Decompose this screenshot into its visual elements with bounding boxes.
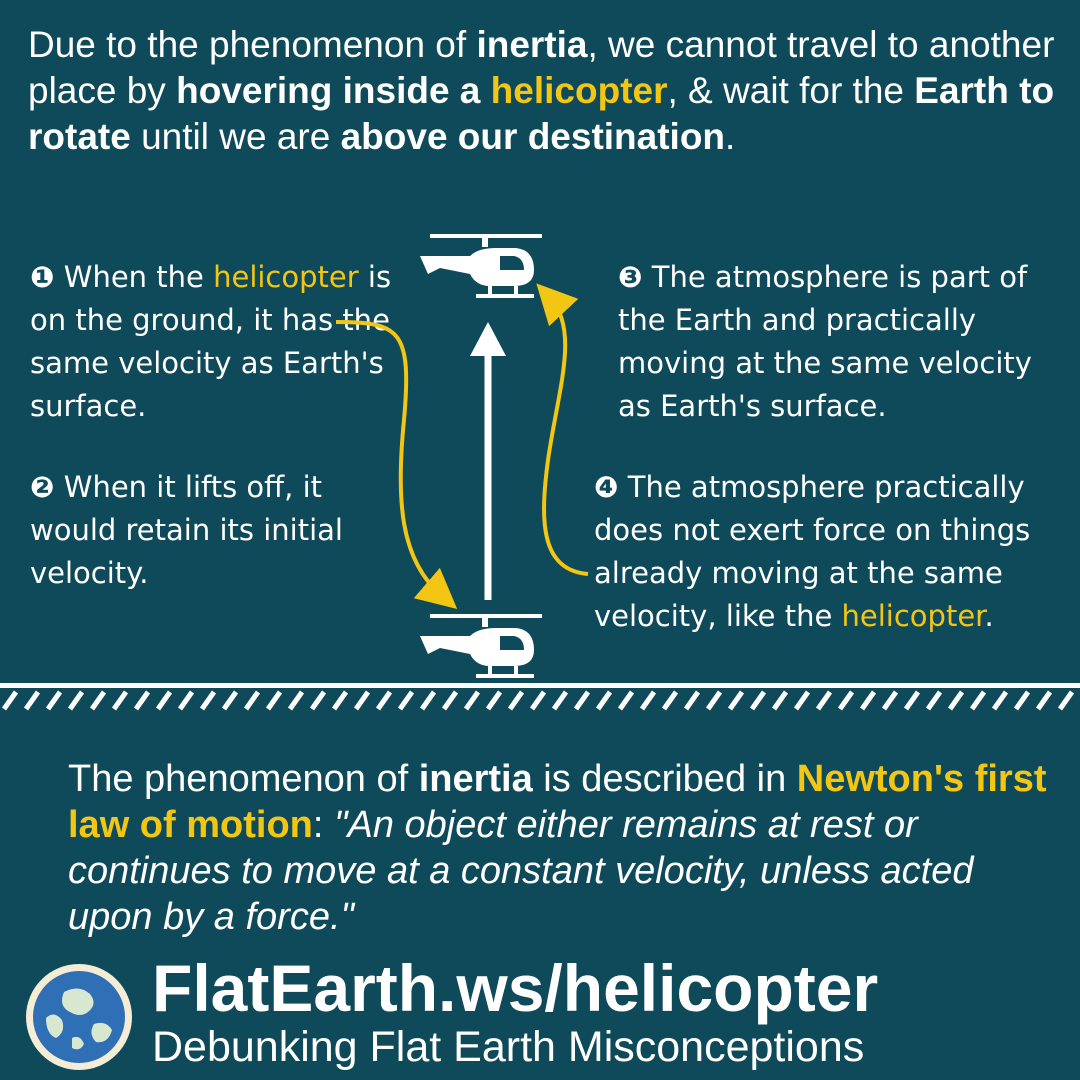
globe-icon [26, 964, 132, 1070]
note-number: ❸ [618, 260, 643, 294]
hatch-mark [177, 690, 195, 711]
note-highlight: helicopter [841, 599, 985, 633]
hatch-mark [749, 690, 767, 711]
hatch-mark [23, 690, 41, 711]
hatch-mark [881, 690, 899, 711]
hatch-mark [111, 690, 129, 711]
hatch-mark [903, 690, 921, 711]
note-3: ❸ The atmosphere is part of the Earth an… [618, 256, 1058, 428]
note-number: ❶ [30, 260, 55, 294]
site-url[interactable]: FlatEarth.ws/helicopter [152, 951, 879, 1025]
curved-arrow-icon-right [536, 283, 589, 576]
hatch-mark [309, 690, 327, 711]
hatch-mark [221, 690, 239, 711]
hatch-mark [595, 690, 613, 711]
hatch-mark [727, 690, 745, 711]
hatch-mark [287, 690, 305, 711]
note-number: ❹ [594, 470, 619, 504]
hatch-mark [837, 690, 855, 711]
helicopter-icon-bottom [420, 614, 542, 678]
hatch-mark [925, 690, 943, 711]
headline-text: . [725, 116, 736, 157]
quote-text: : [312, 804, 334, 846]
headline-earth-rotate: Earth to rotate [28, 70, 1055, 157]
hatch-mark [45, 690, 63, 711]
quote-newton-law: Newton's first law of motion [68, 758, 1047, 846]
hatch-mark [639, 690, 657, 711]
note-4: ❹ The atmosphere practically does not ex… [594, 466, 1070, 638]
ground-hatch [0, 683, 1080, 711]
hatch-mark [397, 690, 415, 711]
hatch-mark [551, 690, 569, 711]
hatch-mark [661, 690, 679, 711]
headline-helicopter: helicopter [490, 70, 668, 111]
up-arrow-icon [470, 322, 506, 356]
hatch-mark [199, 690, 217, 711]
hatch-mark [815, 690, 833, 711]
hatch-mark [155, 690, 173, 711]
hatch-mark [485, 690, 503, 711]
headline-text: until we are [130, 116, 341, 157]
note-text: . [984, 599, 994, 633]
hatch-mark [441, 690, 459, 711]
hatch-mark [89, 690, 107, 711]
hatch-mark [683, 690, 701, 711]
hatch-mark [1057, 690, 1075, 711]
note-1: ❶ When the helicopter is on the ground, … [30, 256, 420, 428]
hatch-mark [353, 690, 371, 711]
hatch-mark [265, 690, 283, 711]
note-text: The atmosphere is part of the Earth and … [618, 260, 1032, 423]
note-text: is on the ground, it has the same veloci… [30, 260, 392, 423]
quote-text: is described in [532, 758, 797, 800]
hatch-mark [969, 690, 987, 711]
hatch-mark [617, 690, 635, 711]
hatch-mark [463, 690, 481, 711]
newton-quote: The phenomenon of inertia is described i… [68, 756, 1048, 940]
hatch-mark [133, 690, 151, 711]
hatch-mark [1013, 690, 1031, 711]
tagline: Debunking Flat Earth Misconceptions [152, 1023, 865, 1071]
hatch-mark [947, 690, 965, 711]
note-text: The atmosphere practically does not exer… [594, 470, 1031, 633]
headline-text: , we cannot travel to another place by [28, 24, 1055, 111]
headline-text: Due to the phenomenon of [28, 24, 477, 65]
hatch-mark [331, 690, 349, 711]
hatch-mark [991, 690, 1009, 711]
headline-inertia: inertia [476, 24, 588, 65]
hatch-mark [243, 690, 261, 711]
note-2: ❷ When it lifts off, it would retain its… [30, 466, 380, 595]
note-highlight: helicopter [213, 260, 359, 294]
hatch-mark [375, 690, 393, 711]
hatch-mark [507, 690, 525, 711]
hatch-mark [419, 690, 437, 711]
hatch-mark [793, 690, 811, 711]
note-text: When it lifts off, it would retain its i… [30, 470, 343, 590]
headline: Due to the phenomenon of inertia, we can… [28, 22, 1068, 160]
hatch-mark [67, 690, 85, 711]
hatch-mark [771, 690, 789, 711]
helicopter-icon-top [420, 234, 542, 298]
headline-hovering: hovering inside a [176, 70, 491, 111]
quote-definition: "An object either remains at rest or con… [68, 804, 974, 938]
note-number: ❷ [30, 470, 55, 504]
note-text: When the [54, 260, 214, 294]
quote-text: The phenomenon of [68, 758, 419, 800]
hatch-mark [859, 690, 877, 711]
quote-inertia: inertia [418, 758, 533, 800]
headline-text: , & wait for the [667, 70, 915, 111]
headline-destination: above our destination [340, 116, 726, 157]
hatch-mark [705, 690, 723, 711]
hatch-mark [1035, 690, 1053, 711]
hatch-mark [573, 690, 591, 711]
hatch-mark [529, 690, 547, 711]
hatch-mark [1, 690, 19, 711]
